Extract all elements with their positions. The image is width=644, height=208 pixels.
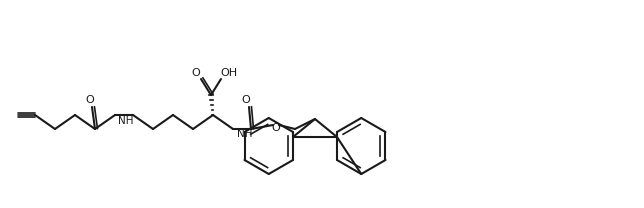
Text: O: O [86,95,95,105]
Text: O: O [192,68,200,78]
Text: NH: NH [237,129,252,139]
Text: NH: NH [118,116,133,126]
Text: O: O [242,95,251,105]
Text: OH: OH [220,68,238,78]
Text: O: O [272,123,280,133]
